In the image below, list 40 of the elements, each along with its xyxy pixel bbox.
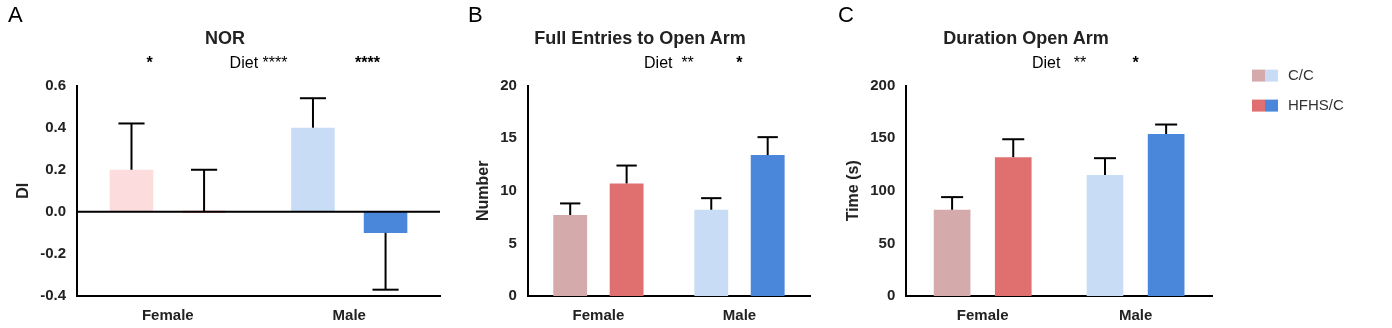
y-tick-label: 150 (870, 128, 896, 146)
y-tick-label: 0 (508, 286, 517, 304)
y-tick-label: 20 (500, 75, 517, 93)
text: Diet **** (229, 54, 288, 72)
text: A (8, 2, 23, 28)
y-tick-label: 0.2 (45, 159, 67, 177)
y-tick-label: 100 (870, 180, 896, 198)
y-axis-title: Time (s) (844, 160, 862, 222)
y-tick-label: 0.6 (45, 75, 67, 93)
chart-title: NOR (205, 27, 245, 48)
y-tick-label: 0.0 (45, 201, 67, 219)
x-tick-label: Male (332, 306, 366, 324)
y-tick-label: -0.2 (40, 244, 67, 262)
y-tick-label: 0 (886, 286, 896, 304)
y-tick-label: 200 (870, 75, 896, 93)
legend-label: C/C (1288, 65, 1314, 83)
chart-title: Full Entries to Open Arm (534, 27, 746, 48)
y-tick-label: 50 (878, 233, 896, 251)
x-tick-label: Male (1118, 306, 1153, 324)
chart-title: Duration Open Arm (943, 27, 1109, 48)
y-axis-title: DI (14, 182, 32, 199)
text: * (146, 54, 154, 72)
y-tick-label: 5 (508, 233, 517, 251)
text: Diet ** (1031, 54, 1087, 72)
x-tick-label: Male (722, 306, 757, 324)
text: C (838, 2, 854, 28)
text: * (736, 54, 744, 72)
y-tick-label: -0.4 (40, 286, 67, 304)
legend-label: HFHS/C (1288, 95, 1344, 113)
text: B (468, 2, 483, 28)
text: Diet ** (644, 54, 694, 72)
y-tick-label: 15 (500, 128, 517, 146)
y-tick-label: 0.4 (45, 117, 67, 135)
y-axis-title: Number (474, 160, 492, 222)
x-tick-label: Female (141, 306, 194, 324)
text: * (1132, 54, 1140, 72)
text: **** (354, 54, 381, 72)
y-tick-label: 10 (500, 180, 517, 198)
x-tick-label: Female (572, 306, 625, 324)
x-tick-label: Female (956, 306, 1009, 324)
